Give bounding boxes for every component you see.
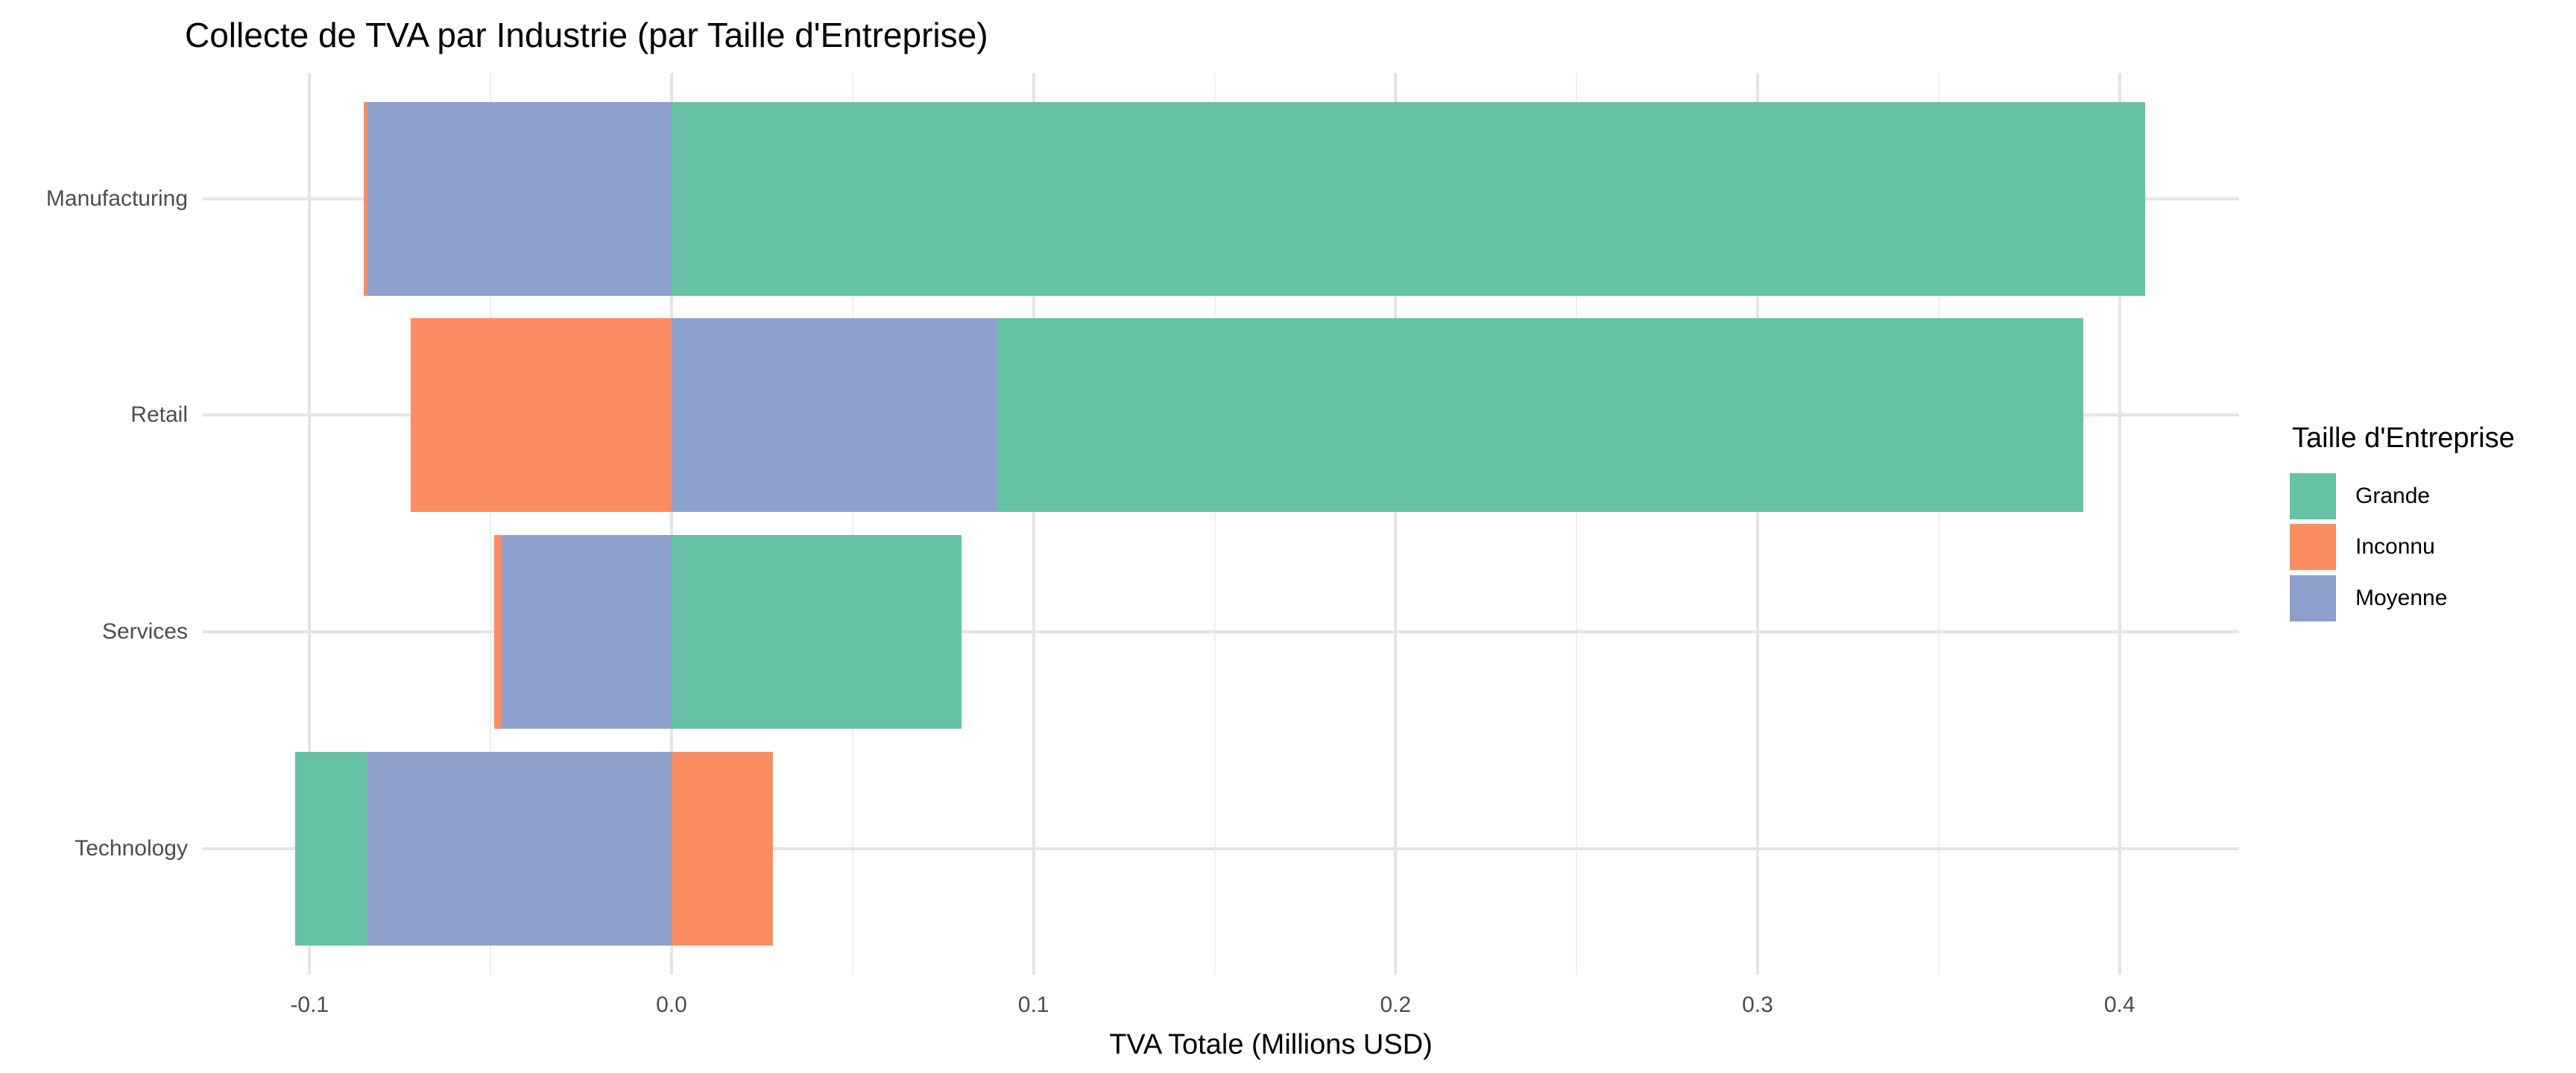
gridline-minor-vertical <box>1576 73 1578 975</box>
legend-item-label: Inconnu <box>2355 534 2435 559</box>
bar-segment-moyenne-manufacturing <box>367 102 672 296</box>
x-axis-tick-label: 0.0 <box>656 993 687 1017</box>
y-axis-label-manufacturing: Manufacturing <box>45 186 188 211</box>
bar-segment-moyenne-services <box>501 535 672 729</box>
legend-key-swatch-grande <box>2290 473 2336 519</box>
gridline-major-vertical <box>1394 73 1398 975</box>
gridline-major-vertical <box>2118 73 2121 975</box>
bar-segment-grande-technology <box>294 752 367 946</box>
bar-segment-inconnu-retail <box>411 318 672 512</box>
x-axis-tick-label: 0.2 <box>1380 993 1412 1017</box>
x-axis-title: TVA Totale (Millions USD) <box>1109 1029 1433 1060</box>
legend: Taille d'Entreprise Grande Inconnu Moyenne <box>2266 414 2576 638</box>
legend-item-moyenne: Moyenne <box>2266 575 2576 621</box>
bar-segment-inconnu-technology <box>671 752 773 946</box>
gridline-minor-vertical <box>1937 73 1939 975</box>
bar-segment-moyenne-retail <box>671 318 998 512</box>
legend-item-label: Grande <box>2355 484 2431 508</box>
x-axis-tick-label: 0.3 <box>1742 993 1773 1017</box>
y-axis-label-retail: Retail <box>130 402 188 427</box>
bar-segment-inconnu-manufacturing <box>364 102 367 296</box>
gridline-major-horizontal <box>203 847 2239 850</box>
y-axis-label-services: Services <box>101 619 188 644</box>
legend-item-inconnu: Inconnu <box>2266 524 2576 570</box>
gridline-major-horizontal <box>203 630 2239 633</box>
gridline-major-vertical <box>1032 73 1035 975</box>
x-axis-tick-label: -0.1 <box>290 993 329 1017</box>
y-axis-label-technology: Technology <box>75 836 188 861</box>
bar-segment-grande-services <box>671 535 962 729</box>
x-axis-tick-label: 0.1 <box>1017 993 1049 1017</box>
gridline-minor-vertical <box>490 73 492 975</box>
x-axis-tick-label: 0.4 <box>2103 993 2135 1017</box>
gridline-minor-vertical <box>1213 73 1216 975</box>
legend-key-swatch-inconnu <box>2290 524 2336 570</box>
bar-segment-moyenne-technology <box>367 752 672 946</box>
bar-segment-grande-manufacturing <box>671 102 2145 296</box>
legend-item-grande: Grande <box>2266 473 2576 519</box>
legend-key-swatch-moyenne <box>2290 575 2336 621</box>
bar-segment-grande-retail <box>997 318 2084 512</box>
gridline-major-vertical <box>1756 73 1760 975</box>
gridline-major-vertical <box>669 73 673 975</box>
bar-segment-inconnu-services <box>493 535 502 729</box>
legend-title: Taille d'Entreprise <box>2292 422 2515 454</box>
legend-item-label: Moyenne <box>2355 586 2448 610</box>
gridline-minor-vertical <box>851 73 853 975</box>
chart-title: Collecte de TVA par Industrie (par Taill… <box>185 16 988 54</box>
gridline-major-vertical <box>308 73 312 975</box>
